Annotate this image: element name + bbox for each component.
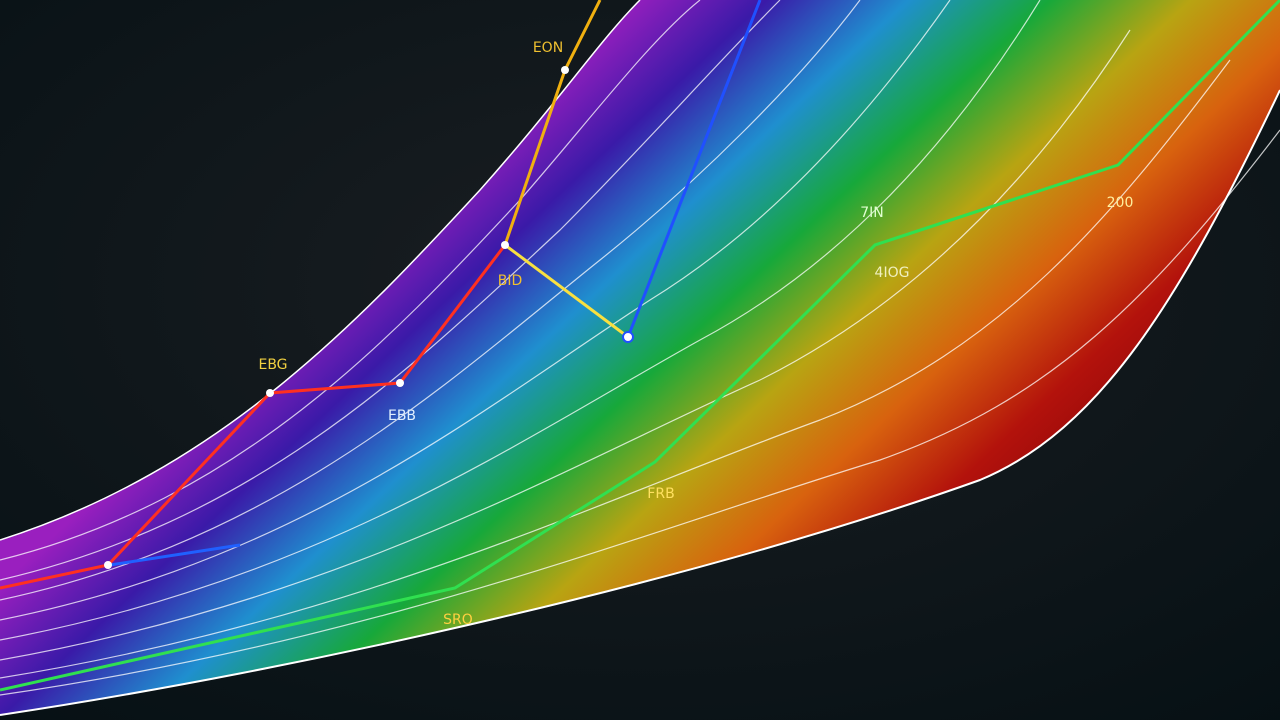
yellow-line	[504, 243, 629, 339]
label: 4IOG	[875, 265, 910, 281]
label: EBG	[258, 357, 287, 373]
blue-line	[626, 0, 762, 338]
label: 200	[1107, 195, 1134, 211]
green-line	[0, 0, 1280, 692]
band-edge	[0, 89, 1280, 716]
label: SRO	[443, 612, 473, 628]
band-lines	[0, 0, 1280, 696]
label: BID	[498, 273, 523, 289]
band-edge	[0, 0, 641, 541]
label: EBB	[388, 408, 416, 424]
label: FRB	[647, 486, 674, 502]
label: 7IN	[860, 205, 884, 221]
points	[104, 66, 634, 569]
label: EON	[533, 40, 563, 56]
labels: EON BID EBG EBB 7IN 4IOG FRB SRO 200	[258, 40, 1133, 628]
blue-line	[109, 543, 241, 567]
